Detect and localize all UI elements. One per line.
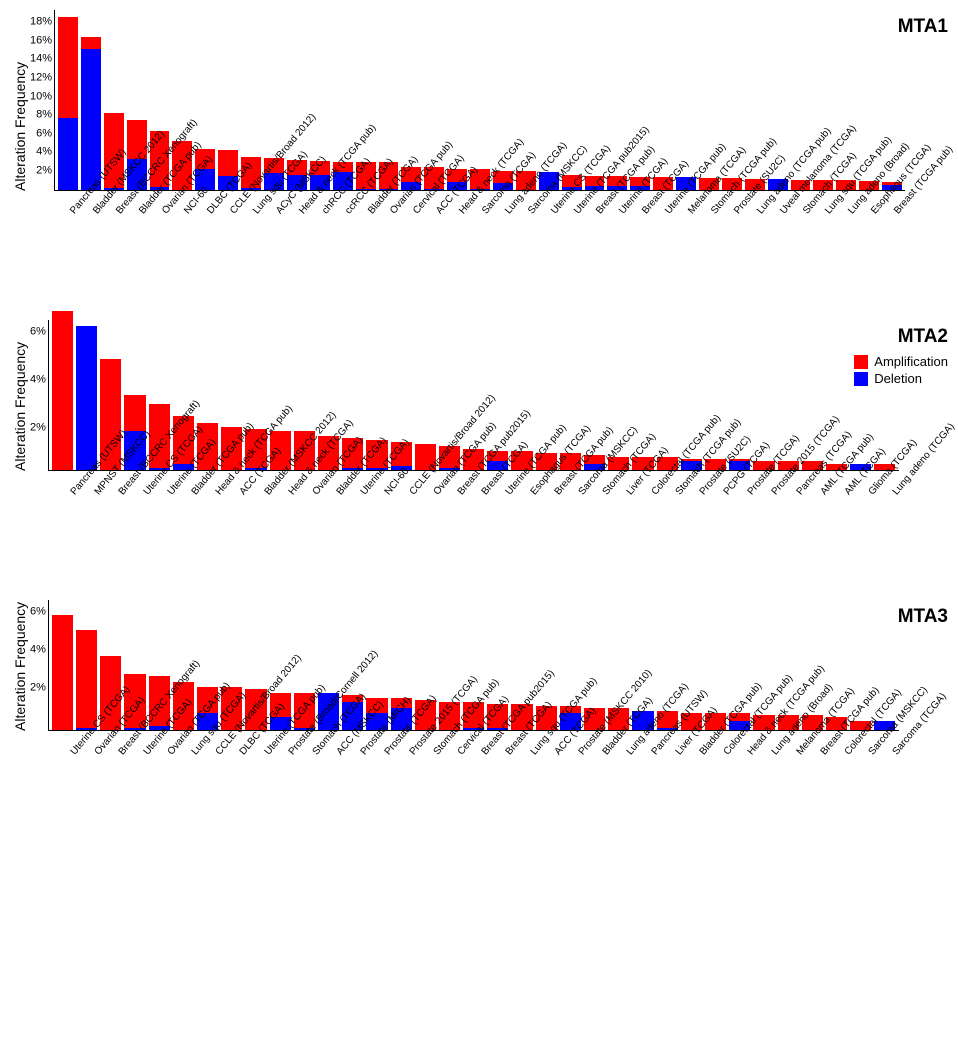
y-tick: 4% bbox=[36, 147, 52, 158]
y-ticks: 18% 16% 14% 12% 10% 8% 6% 4% 2% bbox=[30, 11, 54, 191]
y-tick: 10% bbox=[30, 91, 52, 102]
y-ticks: 6% 4% 2% bbox=[30, 601, 48, 731]
panel-title: MTA2 bbox=[898, 326, 948, 348]
x-labels: Uterine CS (TCGA)Ovarian (TCGA)Breast (B… bbox=[58, 734, 911, 864]
bar-segment-deletion bbox=[76, 326, 97, 470]
y-ticks: 6% 4% 2% bbox=[30, 321, 48, 471]
y-tick: 2% bbox=[36, 166, 52, 177]
y-axis-title: Alteration Frequency bbox=[10, 601, 30, 731]
panel-mta3: MTA3 Alteration Frequency6% 4% 2% Uterine CS… bbox=[10, 600, 948, 864]
y-tick: 12% bbox=[30, 72, 52, 83]
y-tick: 2% bbox=[30, 682, 46, 693]
y-tick: 4% bbox=[30, 375, 46, 386]
y-axis-title: Alteration Frequency bbox=[10, 321, 30, 471]
bar-segment-amplification bbox=[76, 630, 97, 728]
bar bbox=[52, 311, 73, 470]
bar bbox=[76, 326, 97, 470]
panel-mta1: MTA1 Alteration Frequency18% 16% 14% 12% 10% 8… bbox=[10, 10, 948, 314]
bar bbox=[76, 630, 97, 730]
y-tick: 6% bbox=[30, 327, 46, 338]
figure: MTA1Alteration Frequency18%16%14%12%10%8… bbox=[0, 0, 958, 890]
y-tick: 16% bbox=[30, 35, 52, 46]
panel-mta2: MTA2AmplificationDeletionAlteration Freq… bbox=[10, 320, 948, 594]
x-labels-wrap: Pancreas (UTSW)MPNST (MSKCC)Breast (BCCR… bbox=[10, 471, 948, 594]
bar bbox=[52, 615, 73, 730]
bar-segment-amplification bbox=[124, 395, 145, 431]
y-tick: 8% bbox=[36, 110, 52, 121]
bar bbox=[58, 17, 78, 190]
bar-segment-amplification bbox=[58, 17, 78, 118]
x-labels-wrap: Pancreas (UTSW)Bladder (MSKCC 2012)Breas… bbox=[10, 191, 948, 314]
y-tick: 2% bbox=[30, 423, 46, 434]
x-labels: Pancreas (UTSW)Bladder (MSKCC 2012)Breas… bbox=[58, 194, 911, 314]
y-tick: 6% bbox=[36, 128, 52, 139]
panel-title: MTA3 bbox=[898, 606, 948, 628]
y-tick: 6% bbox=[30, 607, 46, 618]
y-tick: 18% bbox=[30, 17, 52, 28]
panel-title: MTA1 bbox=[898, 16, 948, 38]
bar-segment-amplification bbox=[52, 615, 73, 730]
y-tick: 4% bbox=[30, 644, 46, 655]
x-labels: Pancreas (UTSW)MPNST (MSKCC)Breast (BCCR… bbox=[58, 474, 911, 594]
bar-segment-amplification bbox=[52, 311, 73, 470]
y-tick: 14% bbox=[30, 54, 52, 65]
bar bbox=[81, 37, 101, 190]
y-axis-title: Alteration Frequency bbox=[10, 11, 30, 191]
bar-segment-amplification bbox=[81, 37, 101, 49]
bar-segment-deletion bbox=[81, 49, 101, 190]
bar-segment-deletion bbox=[58, 118, 78, 190]
x-labels-wrap: Uterine CS (TCGA)Ovarian (TCGA)Breast (B… bbox=[10, 731, 948, 864]
